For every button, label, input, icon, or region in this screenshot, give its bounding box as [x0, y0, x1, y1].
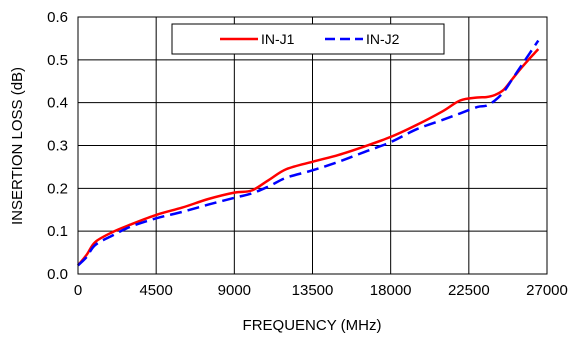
series-lines — [77, 39, 540, 267]
y-tick-label: 0.5 — [47, 52, 68, 69]
x-tick-label: 9000 — [218, 282, 251, 299]
series-line-in-j2 — [77, 39, 540, 267]
x-tick-label: 27000 — [526, 282, 568, 299]
x-tick-label: 0 — [74, 282, 82, 299]
legend-label-in-j1: IN-J1 — [261, 31, 295, 47]
y-tick-label: 0.0 — [47, 266, 68, 283]
y-tick-label: 0.3 — [47, 138, 68, 155]
y-axis-label: INSERTION LOSS (dB) — [9, 67, 26, 225]
legend-box — [171, 23, 445, 55]
legend-label-in-j2: IN-J2 — [366, 31, 400, 47]
grid-lines — [78, 17, 547, 274]
x-axis-label: FREQUENCY (MHz) — [243, 317, 382, 334]
y-tick-labels: 0.0 0.1 0.2 0.3 0.4 0.5 0.6 — [47, 9, 68, 283]
x-tick-labels: 0 4500 9000 13500 18000 22500 27000 — [74, 282, 568, 299]
series-line-in-j1 — [77, 48, 540, 267]
x-tick-label: 18000 — [370, 282, 412, 299]
x-tick-label: 13500 — [292, 282, 334, 299]
y-tick-label: 0.2 — [47, 180, 68, 197]
y-tick-label: 0.6 — [47, 9, 68, 26]
y-tick-label: 0.1 — [47, 223, 68, 240]
x-tick-label: 4500 — [139, 282, 172, 299]
legend: IN-J1 IN-J2 — [171, 23, 445, 55]
plot-area-border — [77, 16, 548, 275]
x-tick-label: 22500 — [448, 282, 490, 299]
y-tick-label: 0.4 — [47, 95, 68, 112]
